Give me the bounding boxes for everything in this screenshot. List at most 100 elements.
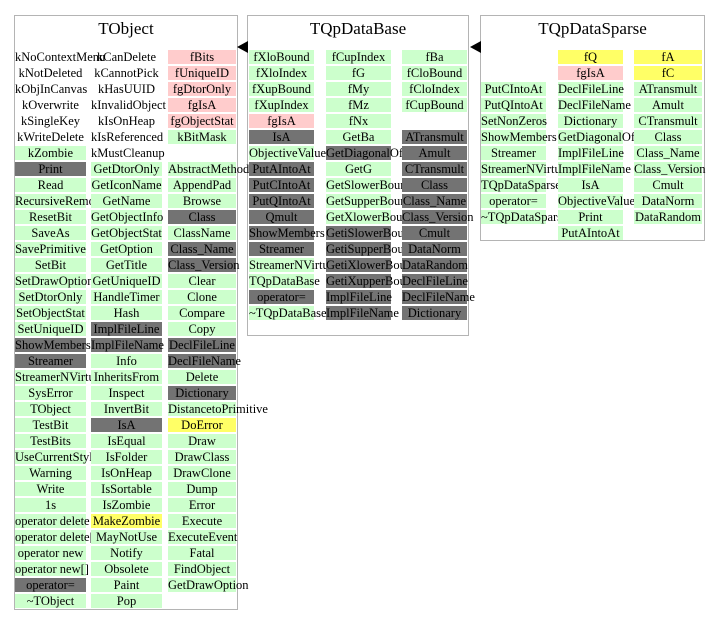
member-item: Cmult (402, 226, 467, 240)
member-item: Dictionary (402, 306, 467, 320)
member-item: IsZombie (91, 498, 162, 512)
member-item: Class_Name (168, 242, 236, 256)
member-item: kNoContextMenu (15, 50, 106, 64)
member-item: DeclFileName (168, 354, 241, 368)
member-item: GetObjectStat (91, 226, 162, 240)
member-item: Class_Version (168, 258, 240, 272)
member-item: ~TQpDataSparse (481, 210, 568, 224)
member-item: DoError (168, 418, 236, 432)
member-item: DeclFileName (402, 290, 475, 304)
member-item: IsA (249, 130, 314, 144)
member-item: ImplFileName (91, 338, 164, 352)
member-item: DistancetoPrimitive (168, 402, 268, 416)
member-item: kIsReferenced (91, 130, 164, 144)
member-item: AbstractMethod (168, 162, 250, 176)
member-item: Clone (168, 290, 236, 304)
member-item: DrawClass (168, 450, 236, 464)
member-item: DataNorm (402, 242, 467, 256)
member-item: Class_Version (634, 162, 706, 176)
member-item: PutAIntoAt (249, 162, 314, 176)
member-item: fBits (168, 50, 236, 64)
member-item: Print (15, 162, 86, 176)
member-item: InheritsFrom (91, 370, 162, 384)
member-item: ShowMembers (15, 338, 91, 352)
member-item: ImplFileLine (558, 146, 624, 160)
member-item: DataRandom (634, 210, 702, 224)
member-item: Class (634, 130, 702, 144)
member-item: AppendPad (168, 178, 236, 192)
member-item: IsA (558, 178, 623, 192)
member-item: fCupIndex (326, 50, 391, 64)
member-item: Execute (168, 514, 236, 528)
member-item: Streamer (249, 242, 314, 256)
member-item: ImplFileLine (326, 290, 392, 304)
member-item: GetiXlowerBound (326, 258, 419, 272)
member-item: GetiSupperBound (326, 242, 417, 256)
member-item: kSingleKey (20, 114, 81, 128)
member-item: fQ (558, 50, 623, 64)
member-item: fG (326, 66, 391, 80)
member-item: Copy (168, 322, 236, 336)
member-item: fgIsA (168, 98, 236, 112)
member-item: Delete (168, 370, 236, 384)
member-item: PutQIntoAt (249, 194, 314, 208)
member-item: DeclFileLine (402, 274, 468, 288)
member-item: IsFolder (91, 450, 162, 464)
member-item: SetDtorOnly (15, 290, 86, 304)
member-item: Class_Name (402, 194, 467, 208)
class-title-tqpdatasparse: TQpDataSparse (538, 19, 647, 38)
member-item: kInvalidObject (91, 98, 166, 112)
member-item: CTransmult (634, 114, 702, 128)
member-item: PutCIntoAt (481, 82, 546, 96)
member-item: GetDiagonalOfQ (326, 146, 413, 160)
member-item: CTransmult (402, 162, 467, 176)
member-item: operator= (15, 578, 86, 592)
member-item (481, 66, 546, 80)
member-item: fgObjectStat (168, 114, 236, 128)
member-item: GetiSlowerBound (326, 226, 417, 240)
member-item: FindObject (168, 562, 236, 576)
member-item: Amult (634, 98, 702, 112)
member-item: GetSlowerBound (326, 178, 413, 192)
member-item: TestBits (15, 434, 86, 448)
member-item: StreamerNVirtual (15, 370, 104, 384)
member-item: ExecuteEvent (168, 530, 238, 544)
member-item: ~TQpDataBase (249, 306, 327, 320)
member-item: operator new[] (15, 562, 89, 576)
member-item: GetDiagonalOfQ (558, 130, 645, 144)
member-item: fA (634, 50, 702, 64)
member-item: IsA (91, 418, 162, 432)
member-item: fgDtorOnly (168, 82, 236, 96)
member-item: Dictionary (558, 114, 623, 128)
member-item: Cmult (634, 178, 702, 192)
member-item: operator= (249, 290, 314, 304)
member-item: GetBa (326, 130, 391, 144)
member-item: kZombie (15, 146, 86, 160)
member-item: SysError (15, 386, 86, 400)
member-item: Fatal (168, 546, 236, 560)
member-item: DrawClone (168, 466, 236, 480)
member-item: Error (168, 498, 236, 512)
member-item: GetXlowerBound (326, 210, 415, 224)
member-item: Hash (91, 306, 162, 320)
member-item: kCanDelete (96, 50, 156, 64)
member-item: operator= (481, 194, 546, 208)
member-item: MayNotUse (91, 530, 162, 544)
member-item: kNotDeleted (18, 66, 83, 80)
member-item: ATransmult (634, 82, 702, 96)
member-item: ObjectiveValue (558, 194, 636, 208)
member-item: Warning (15, 466, 86, 480)
member-item: fNx (326, 114, 391, 128)
member-item: kOverwrite (22, 98, 79, 112)
member-item: Class_Version (402, 210, 474, 224)
inheritance-arrow-tqpdatabase-to-tobject (237, 41, 248, 53)
member-item: GetObjectInfo (91, 210, 164, 224)
member-item: IsSortable (91, 482, 162, 496)
inheritance-arrow-tqpdatasparse-to-tqpdatabase (470, 41, 481, 53)
member-item: UseCurrentStyle (15, 450, 99, 464)
member-item: kIsOnHeap (98, 114, 155, 128)
member-item: Info (91, 354, 162, 368)
member-item: ATransmult (402, 130, 467, 144)
member-item (168, 146, 236, 160)
member-item: Inspect (91, 386, 162, 400)
